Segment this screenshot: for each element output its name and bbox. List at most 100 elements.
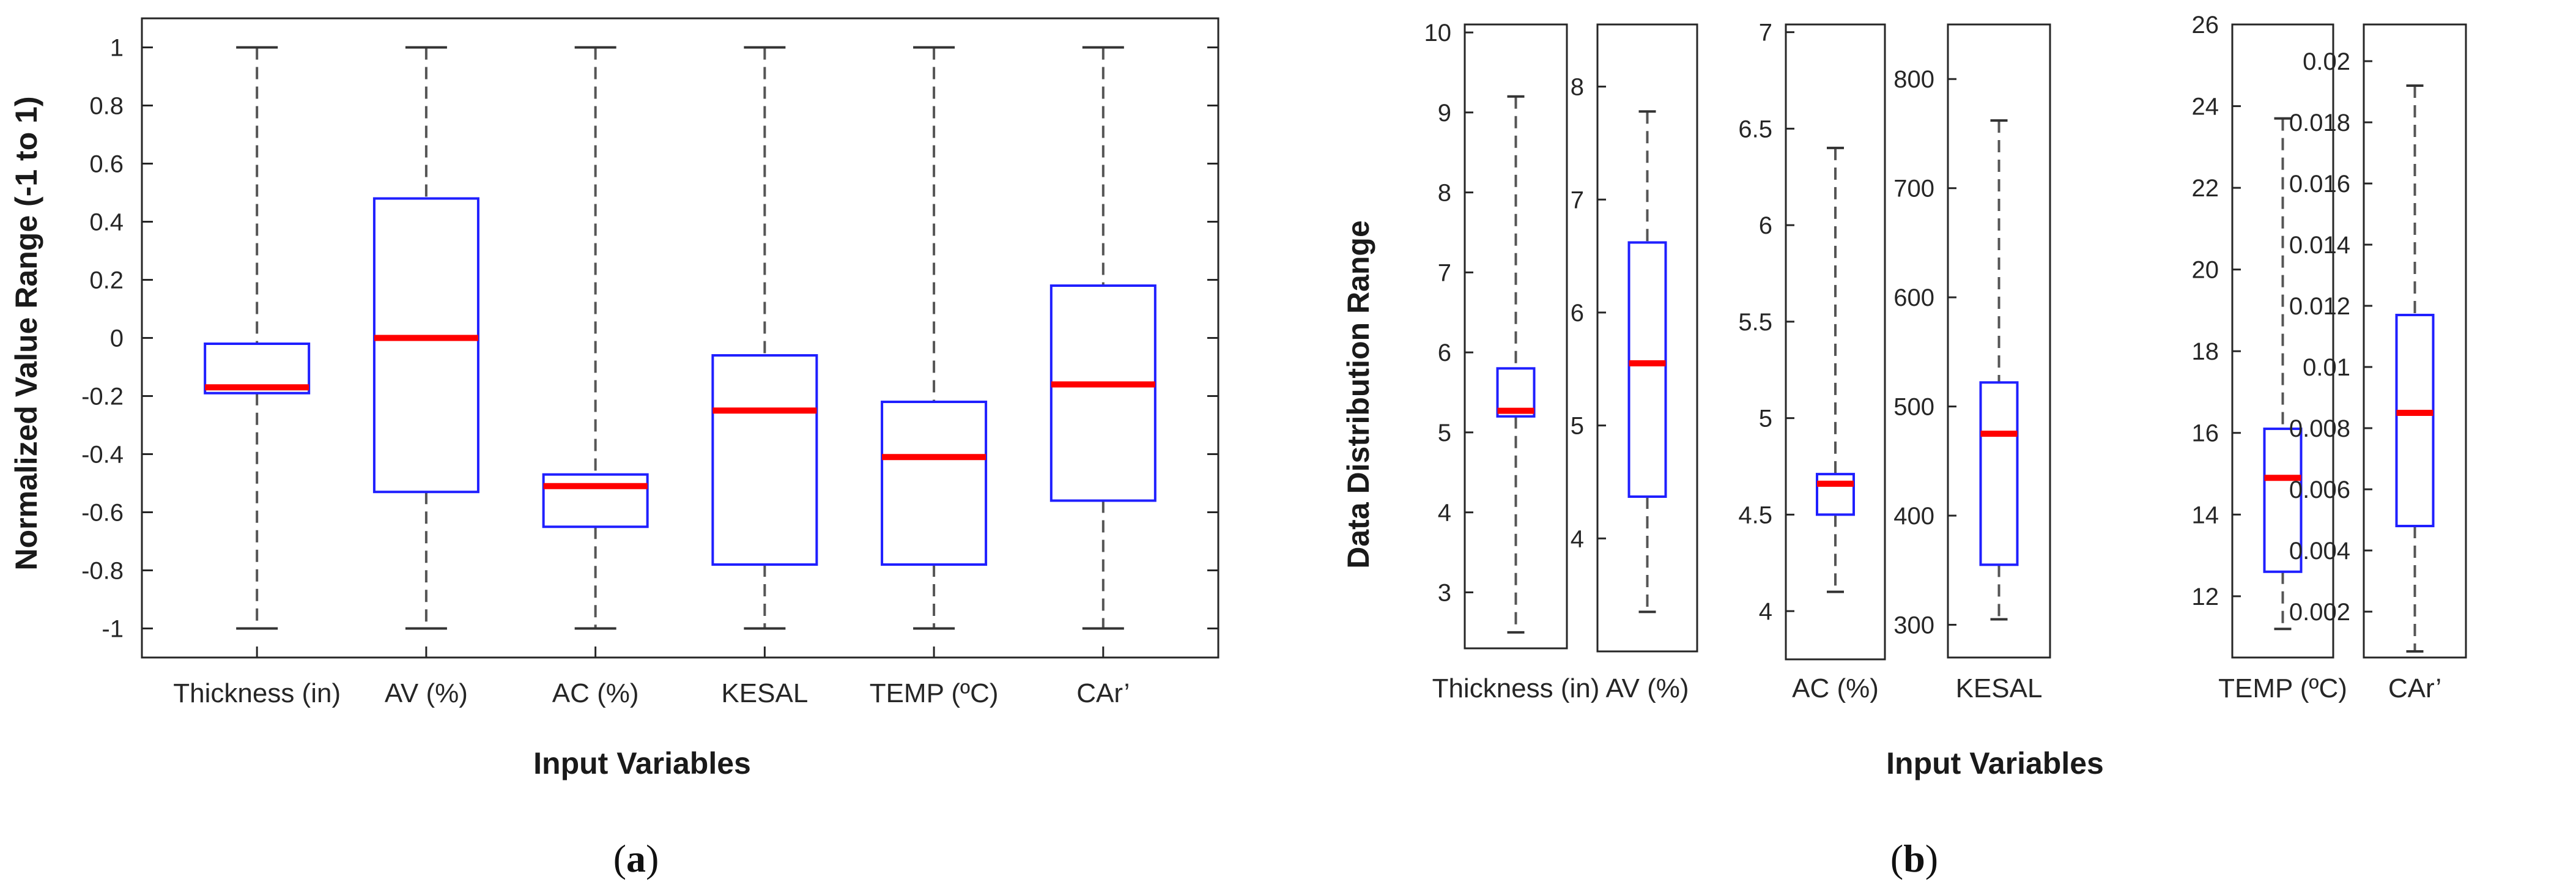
panel-b-ytick-label: 0.02: [2303, 48, 2350, 75]
panel-b-subplot-4: 300 400 500 600 700 800 KESAL: [1893, 23, 2051, 703]
panel-a-ytick-label: 0.2: [89, 267, 124, 294]
panel-b-box-4-box: [1979, 381, 2019, 566]
panel-b-ytick-label: 300: [1893, 612, 1934, 639]
panel-a-category-label: CAr’: [1076, 678, 1130, 708]
panel-a-ytick-label: 0.8: [89, 93, 124, 120]
panel-b-category-label: KESAL: [1956, 673, 2043, 703]
panel-b-category-label: TEMP (ºC): [2218, 673, 2347, 703]
panel-b-ytick-label: 0.002: [2289, 599, 2350, 626]
panel-b-ytick-label: 600: [1893, 284, 1934, 311]
panel-b-ytick-label: 7: [1438, 259, 1451, 286]
panel-a-category-label: Thickness (in): [173, 678, 341, 708]
panel-a-box-2-box: [372, 197, 479, 494]
panel-b-ytick-label: 0.004: [2289, 538, 2350, 565]
panel-b-ytick-label: 0.006: [2289, 476, 2350, 503]
panel-b-subplot-1: 3 4 5 6 7 8 9 10 Thickness (in): [1424, 20, 1600, 703]
panel-a-box-4-box: [711, 354, 818, 566]
panel-b-chart: Data Distribution Range Input Variables …: [1341, 12, 2467, 880]
panel-b-ytick-label: 800: [1893, 66, 1934, 93]
panel-b-ytick-label: 6: [1438, 339, 1451, 366]
panel-b-subplot-frame: [1464, 23, 1568, 650]
panel-b-category-label: CAr’: [2388, 673, 2441, 703]
panel-b-ytick-label: 500: [1893, 394, 1934, 421]
panel-a-category-label: AC (%): [552, 678, 639, 708]
panel-b-ytick-label: 4.5: [1738, 502, 1772, 528]
panel-b-ytick-label: 0.008: [2289, 415, 2350, 442]
panel-b-ytick-label: 20: [2192, 257, 2219, 284]
panel-a-ytick-label: 0.4: [89, 209, 124, 236]
panel-b-ytick-label: 5: [1759, 406, 1772, 432]
panel-b-ytick-label: 5.5: [1738, 309, 1772, 336]
panel-b-subplot-frame: [2231, 23, 2334, 659]
panel-a-ylabel: Normalized Value Range (-1 to 1): [9, 96, 43, 570]
panel-b-ytick-label: 0.018: [2289, 109, 2350, 136]
panel-b-ytick-label: 0.016: [2289, 171, 2350, 198]
panel-b-ytick-label: 6.5: [1738, 116, 1772, 143]
panel-b-ytick-label: 12: [2192, 584, 2219, 610]
panel-a-ytick-label: -0.2: [81, 384, 124, 410]
panel-b-ytick-label: 8: [1438, 180, 1451, 207]
panel-b-ytick-label: 6: [1571, 300, 1584, 327]
panel-b-category-label: AV (%): [1605, 673, 1689, 703]
panel-b-ytick-label: 22: [2192, 175, 2219, 202]
panel-b-subplot-2: 4 5 6 7 8 AV (%): [1571, 23, 1698, 703]
panel-b-category-label: AC (%): [1792, 673, 1879, 703]
panel-a-box-3-box: [542, 473, 649, 528]
panel-b-box-5-box: [2263, 428, 2303, 573]
panel-b-subplot-frame: [2363, 23, 2467, 659]
panel-b-ytick-label: 18: [2192, 338, 2219, 365]
panel-b-letter: b: [1903, 837, 1925, 880]
panel-b-ytick-label: 4: [1759, 598, 1772, 625]
panel-b-ytick-label: 4: [1438, 500, 1451, 527]
panel-a-ytick-label: -1: [102, 616, 124, 643]
panel-b-ytick-label: 5: [1438, 420, 1451, 446]
panel-b-ytick-label: 5: [1571, 413, 1584, 440]
panel-b-subplot-6: 0.002 0.004 0.006 0.008 0.01 0.012 0.014 0.016 0…: [2289, 23, 2467, 703]
panel-b-subplot-frame: [1947, 23, 2051, 659]
panel-b-subplot-frame: [1596, 23, 1698, 653]
panel-b-subplot-3: 4 4.5 5 5.5 6 6.5 7 AC (%): [1738, 20, 1886, 703]
panel-b-ytick-label: 400: [1893, 503, 1934, 530]
panel-b-ytick-label: 7: [1571, 187, 1584, 213]
panel-b-box-2-box: [1627, 241, 1667, 498]
panel-a-box-5-box: [881, 401, 988, 566]
panel-a-plot-frame: [141, 17, 1220, 659]
panel-b-ytick-label: 14: [2192, 502, 2219, 528]
panel-b-ytick-label: 0.012: [2289, 293, 2350, 320]
panel-a-box-6-box: [1049, 284, 1157, 502]
panel-a-ytick-label: 0: [110, 325, 124, 352]
panel-b-xlabel: Input Variables: [1886, 746, 2104, 780]
panel-b-subplot-5: 12 14 16 18 20 22 24 26 TEMP (ºC): [2192, 12, 2347, 703]
panel-a-category-label: TEMP (ºC): [870, 678, 999, 708]
panel-b-ytick-label: 10: [1424, 20, 1452, 46]
panel-b-ytick-label: 9: [1438, 100, 1451, 127]
panel-b-category-label: Thickness (in): [1432, 673, 1600, 703]
panel-a-chart: Normalized Value Range (-1 to 1) Input V…: [9, 17, 1220, 880]
panel-a-xlabel: Input Variables: [533, 746, 751, 780]
panel-a-ytick-label: 0.6: [89, 151, 124, 178]
panel-b-ytick-label: 8: [1571, 74, 1584, 101]
panel-a-ytick-label: -0.8: [81, 558, 124, 585]
panel-b-label: (b): [1890, 837, 1938, 880]
panel-b-ytick-label: 3: [1438, 579, 1451, 606]
panel-b-ytick-label: 700: [1893, 176, 1934, 202]
panel-b-ytick-label: 7: [1759, 20, 1772, 46]
panel-a-category-label: KESAL: [721, 678, 808, 708]
panel-b-box-3-box: [1816, 473, 1855, 516]
panel-a-category-label: AV (%): [385, 678, 468, 708]
panel-b-box-1-box: [1496, 367, 1536, 418]
panel-b-ytick-label: 4: [1571, 525, 1584, 552]
panel-b-box-6-box: [2395, 314, 2435, 527]
panel-b-ytick-label: 0.014: [2289, 232, 2350, 259]
panel-a-ytick-label: -0.4: [81, 442, 124, 469]
panel-a-box-1-box: [204, 343, 311, 395]
panel-a-letter: a: [626, 837, 646, 880]
panel-b-ytick-label: 0.01: [2303, 354, 2350, 381]
panel-b-ytick-label: 24: [2192, 94, 2219, 120]
panel-a-label: (a): [613, 837, 659, 880]
panel-b-subplot-frame: [1785, 23, 1886, 661]
panel-b-ytick-label: 16: [2192, 420, 2219, 447]
panel-b-ytick-label: 26: [2192, 12, 2219, 39]
panel-a-ytick-label: -0.6: [81, 500, 124, 527]
